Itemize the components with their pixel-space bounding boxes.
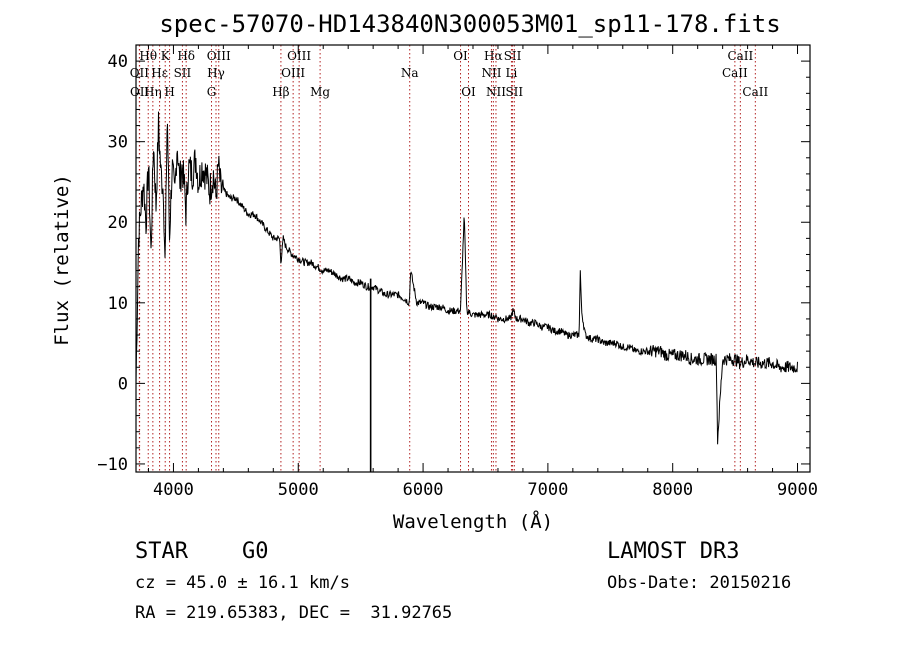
chart-title: spec-57070-HD143840N300053M01_sp11-178.f…	[159, 10, 780, 38]
y-tick-label: 0	[118, 374, 128, 394]
emission-line-label: K	[161, 49, 171, 63]
emission-line-label: Hγ	[207, 66, 225, 80]
y-tick-label: 10	[108, 294, 128, 314]
emission-line-label: OI	[461, 85, 476, 99]
axis-ticks: 4000 5000 6000 7000 8000 9000 −10 0 10 20 30 40	[97, 45, 818, 500]
y-tick-label: 30	[108, 133, 128, 153]
spectrum-series	[135, 111, 798, 472]
spectrum-line	[135, 111, 798, 445]
object-class: STAR	[135, 539, 188, 564]
object-subclass: G0	[242, 539, 269, 564]
x-tick-label: 6000	[403, 480, 444, 500]
emission-line-label: Li	[506, 66, 518, 80]
redshift-readout: cz = 45.0 ± 16.1 km/s	[135, 573, 350, 593]
plot-frame	[135, 44, 811, 473]
emission-line-label: SII	[505, 85, 523, 99]
x-tick-label: 9000	[777, 480, 818, 500]
emission-line-label: NII	[486, 85, 506, 99]
x-axis-label: Wavelength (Å)	[393, 510, 553, 533]
y-tick-label: 20	[108, 213, 128, 233]
x-tick-label: 5000	[278, 480, 319, 500]
emission-line-label: OI	[453, 49, 468, 63]
emission-line-label: H	[164, 85, 174, 99]
emission-line-label: Hβ	[272, 85, 289, 99]
x-tick-label: 7000	[527, 480, 568, 500]
emission-line-label: G	[207, 85, 217, 99]
emission-line-label: Hθ	[139, 49, 157, 63]
y-tick-label: −10	[97, 455, 128, 475]
emission-line-label: CaII	[742, 85, 768, 99]
emission-line-label: OIII	[207, 49, 231, 63]
observation-date: Obs-Date: 20150216	[607, 573, 792, 593]
emission-line-label: Hα	[484, 49, 503, 63]
x-tick-label: 8000	[652, 480, 693, 500]
emission-line-label: OIII	[281, 66, 305, 80]
emission-line-label: Hδ	[177, 49, 195, 63]
emission-line-label: Na	[401, 66, 419, 80]
emission-line-label: CaII	[722, 66, 748, 80]
emission-line-label: Mg	[310, 85, 330, 99]
coordinates-readout: RA = 219.65383, DEC = 31.92765	[135, 603, 453, 623]
survey-name: LAMOST DR3	[607, 539, 740, 564]
emission-line-label: SII	[174, 66, 192, 80]
x-tick-label: 4000	[153, 480, 194, 500]
emission-line-label: OIII	[287, 49, 311, 63]
emission-line-label: NII	[481, 66, 501, 80]
emission-line-label: Hε	[151, 66, 168, 80]
emission-line-label: SII	[504, 49, 522, 63]
y-tick-label: 40	[108, 52, 128, 72]
y-axis-label: Flux (relative)	[51, 174, 73, 346]
emission-line-label: OII	[130, 85, 150, 99]
emission-line-label: CaII	[727, 49, 753, 63]
emission-line-label: Hη	[144, 85, 162, 99]
